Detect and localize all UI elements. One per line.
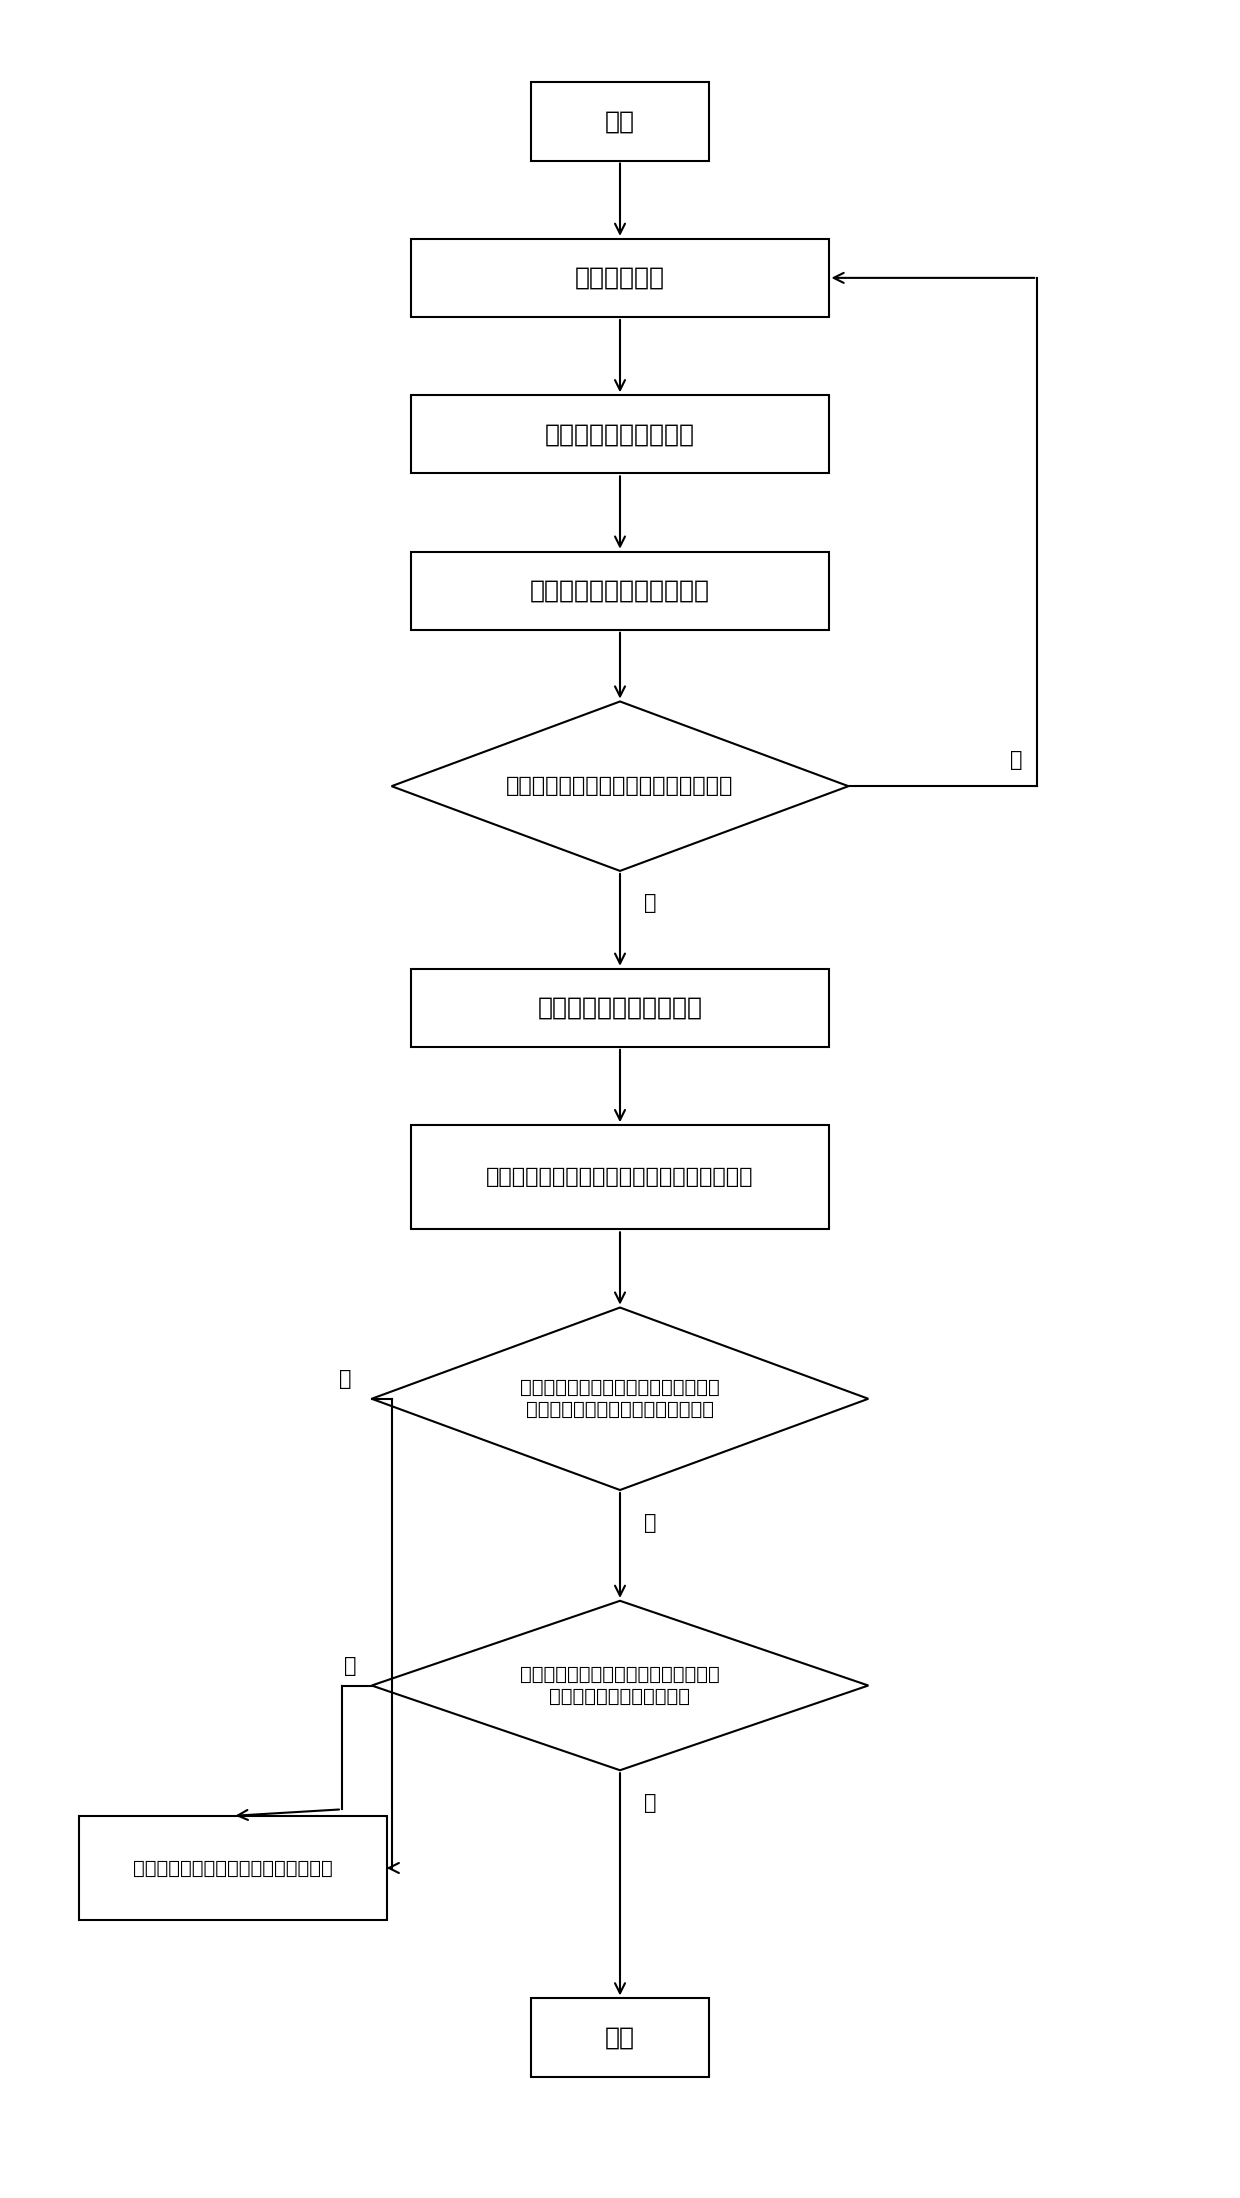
Bar [78, 1816, 387, 1921]
Text: 结束: 结束 [605, 2024, 635, 2049]
Text: 功能模块的处理时间小于调用时间间隔: 功能模块的处理时间小于调用时间间隔 [506, 776, 734, 796]
Text: 是: 是 [644, 895, 656, 914]
Text: 中断处理程序中功能模块组成和处理时间确定: 中断处理程序中功能模块组成和处理时间确定 [486, 1167, 754, 1187]
Bar [412, 396, 828, 473]
Text: 否: 否 [1009, 750, 1022, 769]
Bar [412, 240, 828, 317]
Text: 功能模块处理时间确定: 功能模块处理时间确定 [546, 422, 694, 446]
Text: 功能模块调用时间间隔确定: 功能模块调用时间间隔确定 [529, 578, 711, 602]
Polygon shape [392, 701, 848, 870]
Bar [531, 81, 709, 160]
Bar [531, 1998, 709, 2077]
Text: 否: 否 [340, 1369, 352, 1389]
Bar [412, 969, 828, 1046]
Text: 低优先级中断中处理的功能允许被中断
的时间大于高优先级的中断处理时间: 低优先级中断中处理的功能允许被中断 的时间大于高优先级的中断处理时间 [520, 1378, 720, 1420]
Text: 进行功能分配: 进行功能分配 [575, 266, 665, 290]
Text: 进行关中断的处理或者其它的防护措施: 进行关中断的处理或者其它的防护措施 [133, 1860, 332, 1877]
Polygon shape [372, 1600, 868, 1769]
Text: 是: 是 [644, 1794, 656, 1813]
Text: 开始: 开始 [605, 110, 635, 134]
Text: 否: 否 [345, 1655, 357, 1675]
Bar [412, 1125, 828, 1229]
Polygon shape [372, 1308, 868, 1490]
Text: 中断处理程序的时序确定: 中断处理程序的时序确定 [537, 996, 703, 1020]
Bar [412, 552, 828, 631]
Text: 任务中处理的功能允许被中断的时间大
于所有可能被中断处理时间: 任务中处理的功能允许被中断的时间大 于所有可能被中断处理时间 [520, 1666, 720, 1706]
Text: 是: 是 [644, 1512, 656, 1532]
